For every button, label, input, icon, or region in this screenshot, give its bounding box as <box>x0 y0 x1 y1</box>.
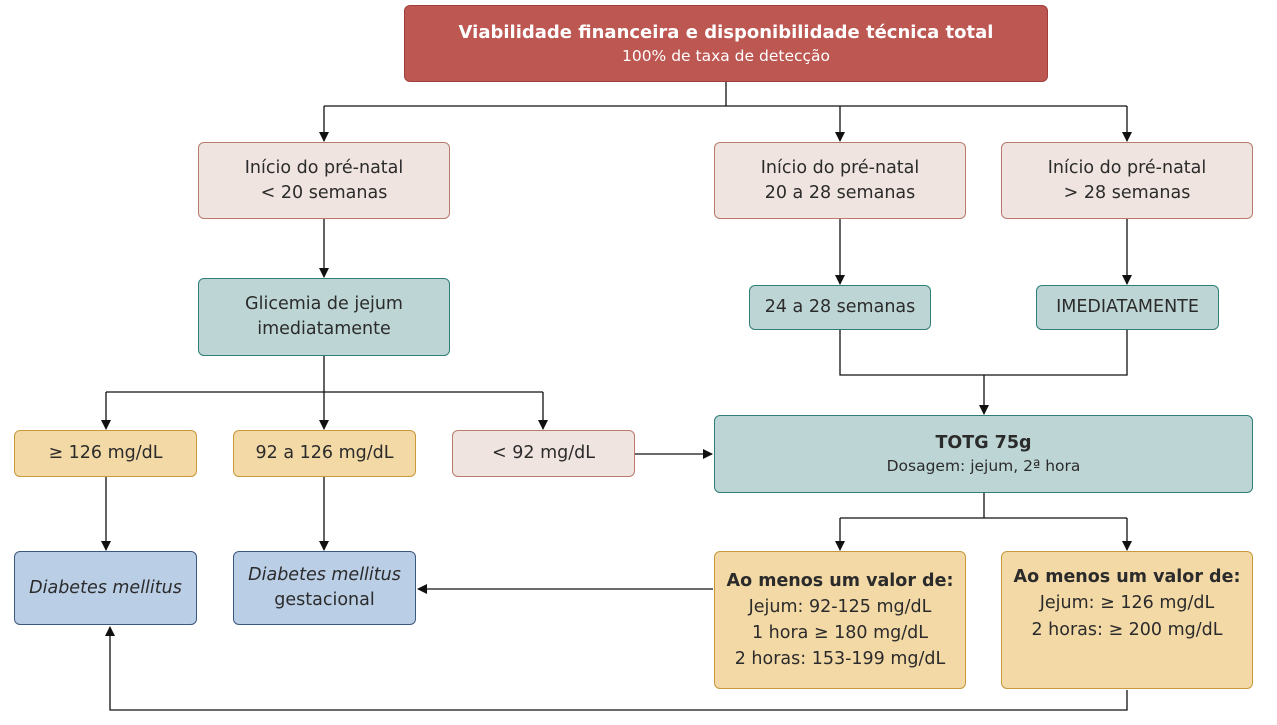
glicemia-box: Glicemia de jejum imediatamente <box>198 278 450 356</box>
glicemia-label: Glicemia de jejum <box>245 294 403 315</box>
prenatal-range: < 20 semanas <box>260 182 388 203</box>
result-mid-box: 92 a 126 mg/dL <box>233 430 416 477</box>
gestational-diabetes-qualifier: gestacional <box>274 590 375 610</box>
prenatal-over-28-box: Início do pré-natal > 28 semanas <box>1001 142 1253 219</box>
immediately-box: IMEDIATAMENTE <box>1036 285 1219 330</box>
result-high-box: ≥ 126 mg/dL <box>14 430 197 477</box>
timing-merge-line <box>839 330 1128 376</box>
weeks-24-28-box: 24 a 28 semanas <box>749 285 931 330</box>
prenatal-range: 20 a 28 semanas <box>764 182 916 203</box>
totg-box: TOTG 75g Dosagem: jejum, 2ª hora <box>714 415 1253 493</box>
result-low-box: < 92 mg/dL <box>452 430 635 477</box>
criteria-title: Ao menos um valor de: <box>1013 567 1241 587</box>
result-high-label: ≥ 126 mg/dL <box>48 443 163 464</box>
prenatal-20-28-box: Início do pré-natal 20 a 28 semanas <box>714 142 966 219</box>
gestational-diabetes-box: Diabetes mellitus gestacional <box>233 551 416 625</box>
result-mid-label: 92 a 126 mg/dL <box>255 443 394 464</box>
diabetes-mellitus-label: Diabetes mellitus <box>29 577 182 598</box>
header-title: Viabilidade financeira e disponibilidade… <box>458 21 994 43</box>
criteria-line: Jejum: 92-125 mg/dL <box>748 596 932 617</box>
totg-subtitle: Dosagem: jejum, 2ª hora <box>886 457 1081 476</box>
header-subtitle: 100% de taxa de detecção <box>621 47 831 66</box>
prenatal-label: Início do pré-natal <box>1047 157 1207 178</box>
result-low-label: < 92 mg/dL <box>492 443 595 464</box>
arrow-criteria-to-dm <box>105 626 1128 711</box>
criteria-line: Jejum: ≥ 126 mg/dL <box>1039 593 1215 614</box>
criteria-line: 1 hora ≥ 180 mg/dL <box>751 623 929 643</box>
criteria-overt-box: Ao menos um valor de: Jejum: ≥ 126 mg/dL… <box>1001 551 1253 689</box>
prenatal-label: Início do pré-natal <box>760 157 920 178</box>
prenatal-label: Início do pré-natal <box>244 157 404 178</box>
diabetes-mellitus-box: Diabetes mellitus <box>14 551 197 625</box>
gestational-diabetes-label: Diabetes mellitus <box>248 565 401 586</box>
glicemia-timing: imediatamente <box>257 319 391 339</box>
prenatal-under-20-box: Início do pré-natal < 20 semanas <box>198 142 450 219</box>
prenatal-range: > 28 semanas <box>1063 182 1191 203</box>
totg-title: TOTG 75g <box>935 432 1032 453</box>
criteria-title: Ao menos um valor de: <box>726 570 954 591</box>
header-box: Viabilidade financeira e disponibilidade… <box>404 5 1048 82</box>
criteria-gestational-box: Ao menos um valor de: Jejum: 92-125 mg/d… <box>714 551 966 689</box>
immediately-label: IMEDIATAMENTE <box>1056 297 1199 318</box>
criteria-line: 2 horas: 153-199 mg/dL <box>734 649 946 670</box>
criteria-line: 2 horas: ≥ 200 mg/dL <box>1031 619 1223 640</box>
weeks-label: 24 a 28 semanas <box>764 297 916 318</box>
